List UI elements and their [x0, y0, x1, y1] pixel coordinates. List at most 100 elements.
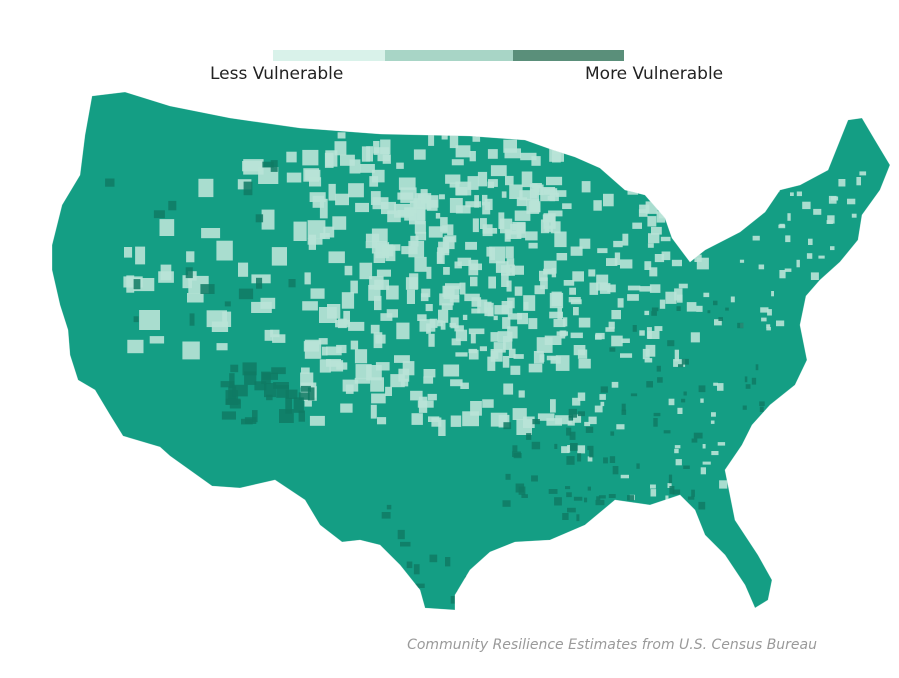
- county-less-vulnerable: [549, 192, 559, 202]
- county-less-vulnerable: [779, 223, 785, 227]
- county-more-vulnerable: [254, 381, 267, 391]
- county-less-vulnerable: [401, 246, 418, 255]
- county-less-vulnerable: [455, 145, 471, 158]
- county-less-vulnerable: [369, 176, 379, 187]
- county-less-vulnerable: [343, 310, 350, 325]
- county-less-vulnerable: [340, 154, 355, 166]
- county-more-vulnerable: [667, 340, 675, 347]
- county-less-vulnerable: [355, 202, 369, 213]
- county-less-vulnerable: [467, 176, 479, 190]
- county-less-vulnerable: [450, 415, 462, 427]
- county-more-vulnerable: [568, 408, 577, 418]
- county-less-vulnerable: [579, 238, 591, 249]
- county-less-vulnerable: [758, 185, 763, 190]
- county-less-vulnerable: [810, 272, 819, 280]
- county-less-vulnerable: [717, 442, 726, 446]
- county-less-vulnerable: [551, 291, 562, 307]
- county-less-vulnerable: [323, 226, 335, 238]
- county-less-vulnerable: [785, 235, 791, 243]
- county-more-vulnerable: [742, 405, 747, 410]
- county-more-vulnerable: [153, 210, 165, 219]
- county-less-vulnerable: [611, 335, 623, 347]
- county-more-vulnerable: [567, 507, 576, 513]
- source-credit: Community Resilience Estimates from U.S.…: [407, 637, 817, 653]
- county-more-vulnerable: [603, 457, 608, 464]
- county-less-vulnerable: [335, 193, 349, 206]
- county-more-vulnerable: [568, 415, 573, 421]
- county-less-vulnerable: [737, 484, 742, 489]
- county-less-vulnerable: [304, 398, 312, 407]
- county-less-vulnerable: [859, 171, 867, 176]
- county-more-vulnerable: [554, 443, 558, 449]
- county-less-vulnerable: [301, 367, 310, 374]
- county-less-vulnerable: [832, 308, 839, 314]
- legend: Less Vulnerable More Vulnerable: [0, 0, 899, 90]
- county-less-vulnerable: [201, 228, 221, 239]
- county-more-vulnerable: [413, 564, 420, 575]
- county-less-vulnerable: [595, 332, 605, 340]
- county-less-vulnerable: [449, 322, 456, 328]
- county-less-vulnerable: [577, 392, 586, 401]
- county-more-vulnerable: [751, 377, 757, 385]
- county-less-vulnerable: [646, 327, 652, 339]
- county-less-vulnerable: [696, 257, 709, 270]
- county-less-vulnerable: [501, 273, 509, 287]
- county-more-vulnerable: [681, 398, 686, 403]
- county-less-vulnerable: [614, 252, 621, 265]
- county-less-vulnerable: [410, 235, 419, 247]
- county-more-vulnerable: [683, 465, 690, 469]
- county-less-vulnerable: [350, 280, 358, 294]
- county-more-vulnerable: [406, 561, 413, 569]
- county-less-vulnerable: [546, 355, 559, 361]
- county-more-vulnerable: [668, 474, 673, 484]
- county-less-vulnerable: [409, 200, 417, 214]
- county-more-vulnerable: [252, 410, 258, 423]
- county-less-vulnerable: [450, 317, 459, 329]
- county-more-vulnerable: [759, 401, 765, 406]
- county-less-vulnerable: [760, 307, 769, 313]
- county-less-vulnerable: [639, 204, 650, 213]
- legend-label-less-vulnerable: Less Vulnerable: [210, 64, 344, 84]
- county-less-vulnerable: [658, 211, 672, 219]
- county-less-vulnerable: [420, 189, 428, 204]
- county-less-vulnerable: [521, 171, 533, 188]
- county-less-vulnerable: [537, 413, 555, 421]
- county-more-vulnerable: [105, 178, 115, 187]
- county-more-vulnerable: [400, 541, 411, 547]
- county-less-vulnerable: [410, 390, 423, 401]
- county-less-vulnerable: [293, 221, 307, 241]
- county-less-vulnerable: [514, 286, 523, 296]
- county-more-vulnerable: [587, 445, 594, 451]
- county-less-vulnerable: [396, 162, 404, 169]
- county-less-vulnerable: [484, 301, 492, 312]
- county-less-vulnerable: [490, 332, 499, 342]
- county-less-vulnerable: [546, 418, 562, 426]
- county-less-vulnerable: [838, 179, 846, 187]
- county-less-vulnerable: [456, 187, 468, 196]
- county-more-vulnerable: [285, 397, 292, 414]
- county-more-vulnerable: [653, 418, 658, 427]
- county-more-vulnerable: [411, 594, 421, 602]
- county-more-vulnerable: [669, 486, 675, 495]
- county-less-vulnerable: [484, 198, 493, 210]
- county-less-vulnerable: [493, 342, 506, 353]
- county-less-vulnerable: [821, 313, 830, 320]
- county-more-vulnerable: [262, 161, 274, 168]
- county-less-vulnerable: [439, 194, 445, 200]
- county-less-vulnerable: [700, 398, 704, 403]
- county-less-vulnerable: [647, 243, 654, 248]
- county-less-vulnerable: [523, 416, 535, 428]
- county-less-vulnerable: [459, 282, 466, 295]
- county-less-vulnerable: [572, 397, 581, 406]
- county-less-vulnerable: [468, 349, 479, 360]
- county-less-vulnerable: [498, 212, 505, 229]
- county-less-vulnerable: [460, 382, 469, 389]
- county-less-vulnerable: [417, 400, 434, 408]
- county-less-vulnerable: [578, 358, 591, 369]
- county-less-vulnerable: [544, 335, 562, 345]
- county-less-vulnerable: [469, 151, 476, 162]
- county-more-vulnerable: [759, 406, 764, 412]
- county-less-vulnerable: [534, 184, 544, 196]
- county-less-vulnerable: [563, 280, 575, 286]
- county-less-vulnerable: [501, 265, 511, 276]
